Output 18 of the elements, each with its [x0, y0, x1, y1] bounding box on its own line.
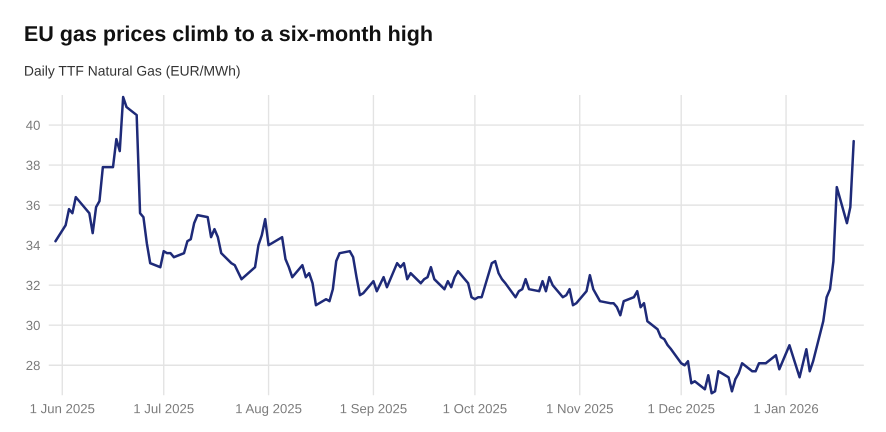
- y-tick-label: 38: [26, 160, 40, 170]
- x-tick-label: 1 Aug 2025: [236, 404, 302, 416]
- x-tick-label: 1 Jun 2025: [30, 404, 94, 414]
- y-tick-label: 32: [26, 280, 40, 290]
- y-tick-label: 34: [26, 240, 40, 250]
- y-tick-label: 28: [26, 360, 40, 370]
- chart-subtitle: Daily TTF Natural Gas (EUR/MWh): [25, 66, 240, 78]
- x-tick-label: 1 Nov 2025: [547, 404, 613, 414]
- x-tick-label: 1 Sep 2025: [340, 404, 407, 416]
- y-tick-label: 36: [26, 200, 40, 210]
- x-tick-label: 1 Dec 2025: [648, 404, 714, 414]
- x-tick-label: 1 Oct 2025: [444, 404, 507, 414]
- x-tick-label: 1 Jul 2025: [134, 404, 194, 414]
- y-tick-label: 40: [26, 120, 40, 130]
- x-tick-label: 1 Jan 2026: [754, 404, 818, 414]
- line-series: [54, 96, 855, 395]
- chart-title: EU gas prices climb to a six-month high: [25, 25, 432, 46]
- y-tick-label: 30: [26, 320, 40, 330]
